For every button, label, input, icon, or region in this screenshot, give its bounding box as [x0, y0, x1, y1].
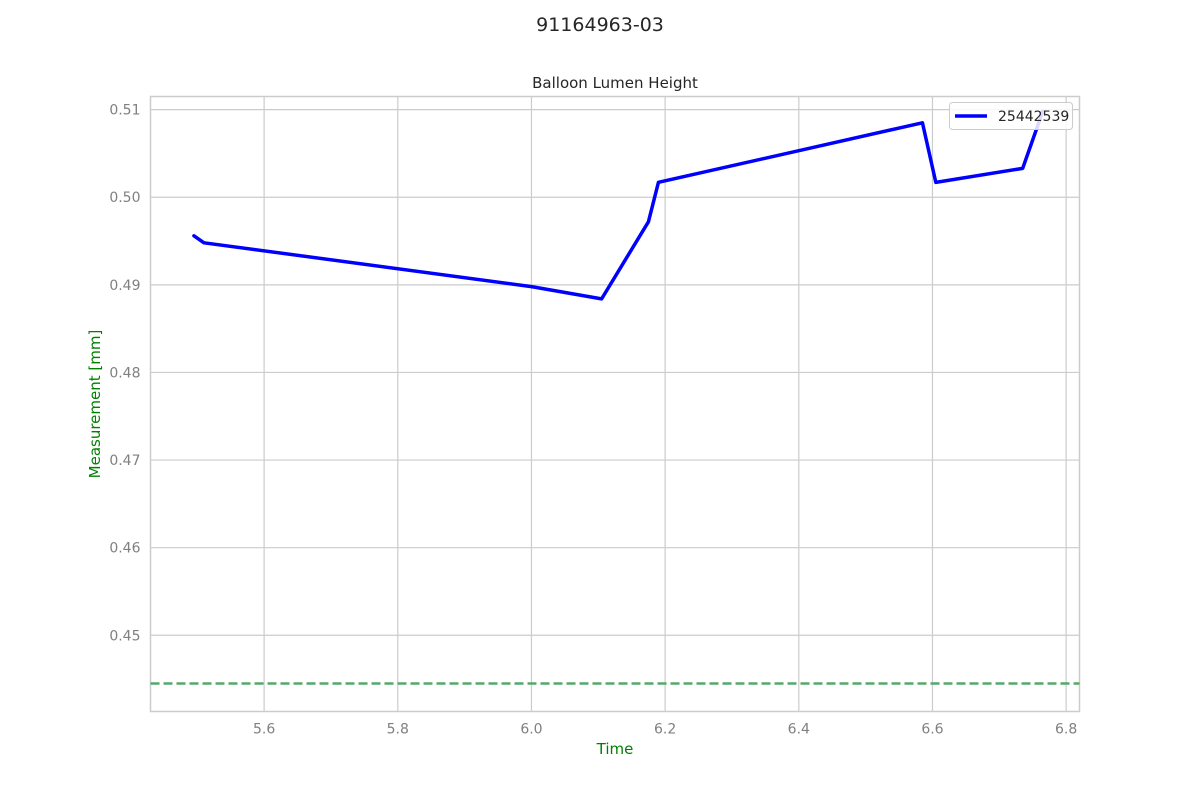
x-tick-label: 6.4	[788, 722, 810, 738]
series-line	[192, 109, 1045, 301]
x-tick-label: 6.0	[520, 722, 542, 738]
y-tick-label: 0.48	[109, 365, 140, 381]
x-tick-label: 6.2	[654, 722, 676, 738]
y-tick-label: 0.45	[109, 628, 140, 644]
y-tick-label: 0.50	[109, 190, 140, 206]
y-tick-label: 0.46	[109, 541, 140, 557]
plot-area-frame	[149, 95, 1081, 713]
x-tick-label: 5.8	[387, 722, 409, 738]
figure-title: 91164963-03	[536, 14, 664, 36]
x-axis-label: Time	[596, 740, 634, 758]
legend-box	[949, 102, 1073, 130]
tick-labels: 5.6 5.8 6.0 6.2 6.4 6.6 6.8 0.45 0.46 0.47 0.48 0.4…	[109, 103, 1077, 738]
y-tick-label: 0.47	[109, 453, 140, 469]
y-axis-label: Measurement [mm]	[86, 330, 104, 479]
legend-entry-label: 25442539	[998, 109, 1069, 125]
y-tick-label: 0.51	[109, 103, 140, 119]
series-layer	[192, 109, 1045, 301]
grid	[150, 96, 1080, 712]
x-tick-label: 6.8	[1055, 722, 1077, 738]
x-tick-label: 5.6	[253, 722, 275, 738]
legend: 25442539	[949, 102, 1073, 130]
chart-title: Balloon Lumen Height	[532, 74, 698, 92]
y-tick-label: 0.49	[109, 278, 140, 294]
x-tick-label: 6.6	[921, 722, 943, 738]
